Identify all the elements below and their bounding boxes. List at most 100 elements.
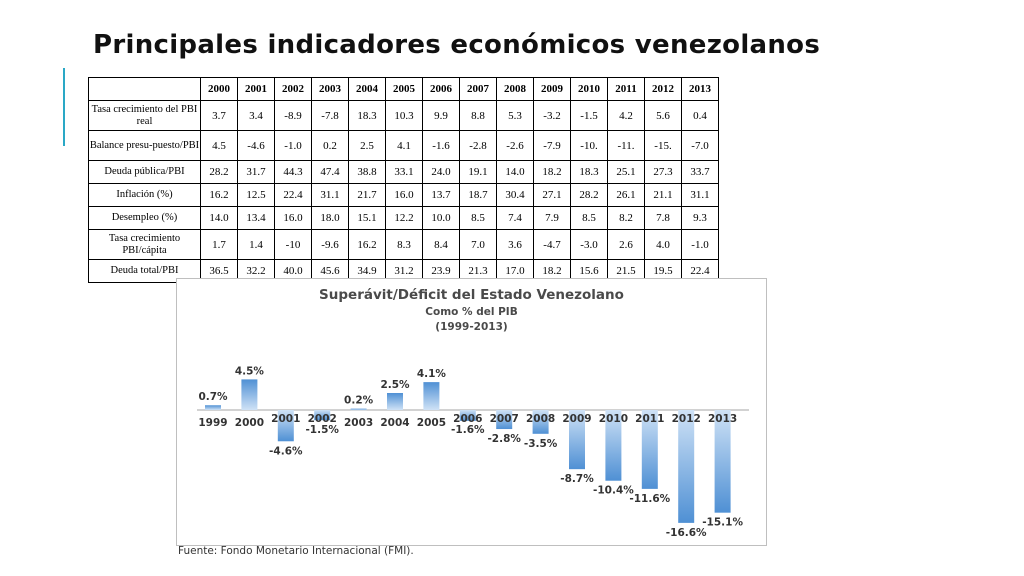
table-cell: 30.4 (496, 183, 534, 207)
table-cell: 18.0 (311, 206, 349, 230)
chart-bar (714, 410, 731, 513)
table-cell: 18.3 (570, 160, 608, 184)
chart-bar (605, 410, 622, 481)
table-year-header: 2002 (274, 77, 312, 101)
table-cell: -15. (644, 130, 682, 161)
chart-data-label: 0.7% (198, 391, 228, 403)
table-cell: -1.6 (422, 130, 460, 161)
table-year-header: 2008 (496, 77, 534, 101)
table-row: Deuda pública/PBI 28.2 31.7 44.3 47.4 38.8 33.… (88, 160, 719, 184)
chart-category-label: 2001 (271, 413, 300, 425)
table-row: Desempleo (%) 14.0 13.4 16.0 18.0 15.1 12.2 10.… (88, 206, 719, 230)
table-cell: 8.8 (459, 100, 497, 131)
table-cell: 0.2 (311, 130, 349, 161)
chart-category-label: 2002 (308, 413, 337, 425)
table-corner-cell (88, 77, 201, 101)
table-cell: 26.1 (607, 183, 645, 207)
chart-bar (314, 410, 331, 421)
table-cell: 14.0 (496, 160, 534, 184)
table-cell: 3.6 (496, 229, 534, 260)
table-cell: 7.4 (496, 206, 534, 230)
table-row-label: Balance presu-puesto/PBI (88, 130, 201, 161)
table-year-header: 2010 (570, 77, 608, 101)
chart-data-label: 0.2% (344, 395, 374, 407)
table-cell: 12.2 (385, 206, 423, 230)
table-cell: -8.9 (274, 100, 312, 131)
table-cell: 28.2 (570, 183, 608, 207)
table-cell: 22.4 (274, 183, 312, 207)
chart-data-label: -1.5% (305, 424, 339, 436)
table-cell: 8.3 (385, 229, 423, 260)
table-cell: 3.7 (200, 100, 238, 131)
chart-category-label: 2008 (526, 413, 555, 425)
chart-data-label: -8.7% (560, 473, 594, 485)
table-cell: 38.8 (348, 160, 386, 184)
table-year-header: 2006 (422, 77, 460, 101)
table-row: Balance presu-puesto/PBI 4.5 -4.6 -1.0 0.2 2.… (88, 130, 719, 161)
chart-data-label: -15.1% (702, 517, 743, 529)
table-cell: 8.5 (459, 206, 497, 230)
table-cell: 0.4 (681, 100, 719, 131)
table-cell: 15.1 (348, 206, 386, 230)
chart-bar (350, 408, 367, 411)
table-cell: 7.8 (644, 206, 682, 230)
table-cell: 10.0 (422, 206, 460, 230)
table-cell: -2.6 (496, 130, 534, 161)
chart-category-label: 2004 (380, 417, 409, 429)
table-cell: -7.8 (311, 100, 349, 131)
chart-bar (569, 410, 585, 470)
chart-data-label: -1.6% (451, 424, 485, 436)
chart-title: Superávit/Déficit del Estado Venezolano (319, 287, 624, 303)
table-row: Inflación (%) 16.2 12.5 22.4 31.1 21.7 16.0 13.… (88, 183, 719, 207)
chart-data-label: -16.6% (666, 527, 707, 539)
table-cell: -1.0 (681, 229, 719, 260)
table-cell: 16.0 (385, 183, 423, 207)
table-cell: 12.5 (237, 183, 275, 207)
table-cell: 16.2 (200, 183, 238, 207)
chart-subtitle-years: (1999-2013) (435, 321, 508, 333)
table-cell: 13.4 (237, 206, 275, 230)
table-cell: 28.2 (200, 160, 238, 184)
table-cell: 44.3 (274, 160, 312, 184)
table-year-header: 2001 (237, 77, 275, 101)
chart-category-label: 2011 (635, 413, 664, 425)
table-cell: -7.0 (681, 130, 719, 161)
table-cell: 31.1 (681, 183, 719, 207)
chart-source: Fuente: Fondo Monetario Internacional (F… (178, 545, 414, 557)
table-cell: -1.5 (570, 100, 608, 131)
chart-data-label: 2.5% (380, 379, 410, 391)
chart-category-label: 2013 (708, 413, 737, 425)
table-cell: -1.0 (274, 130, 312, 161)
table-cell: 5.6 (644, 100, 682, 131)
table-cell: -10 (274, 229, 312, 260)
accent-bar (63, 68, 65, 146)
table-year-header: 2012 (644, 77, 682, 101)
table-year-header: 2007 (459, 77, 497, 101)
table-cell: -10. (570, 130, 608, 161)
table-cell: 25.1 (607, 160, 645, 184)
table-cell: 4.2 (607, 100, 645, 131)
chart-category-label: 2012 (672, 413, 701, 425)
table-year-header: 2004 (348, 77, 386, 101)
chart-category-label: 2003 (344, 417, 373, 429)
table-cell: 8.2 (607, 206, 645, 230)
table-year-header: 2009 (533, 77, 571, 101)
table-cell: 9.3 (681, 206, 719, 230)
chart-data-label: 4.5% (235, 365, 265, 377)
table-year-header: 2000 (200, 77, 238, 101)
table-cell: 14.0 (200, 206, 238, 230)
table-cell: 33.1 (385, 160, 423, 184)
chart-data-label: -4.6% (269, 445, 303, 457)
chart-bar (678, 410, 695, 523)
table-cell: 31.7 (237, 160, 275, 184)
table-cell: 31.1 (311, 183, 349, 207)
chart-data-label: 4.1% (417, 368, 447, 380)
table-cell: 10.3 (385, 100, 423, 131)
table-cell: -9.6 (311, 229, 349, 260)
table-row-label: Inflación (%) (88, 183, 201, 207)
table-row-label: Deuda pública/PBI (88, 160, 201, 184)
table-cell: 21.7 (348, 183, 386, 207)
chart-bar (641, 410, 658, 489)
chart-bar (241, 379, 258, 410)
table-year-header: 2003 (311, 77, 349, 101)
